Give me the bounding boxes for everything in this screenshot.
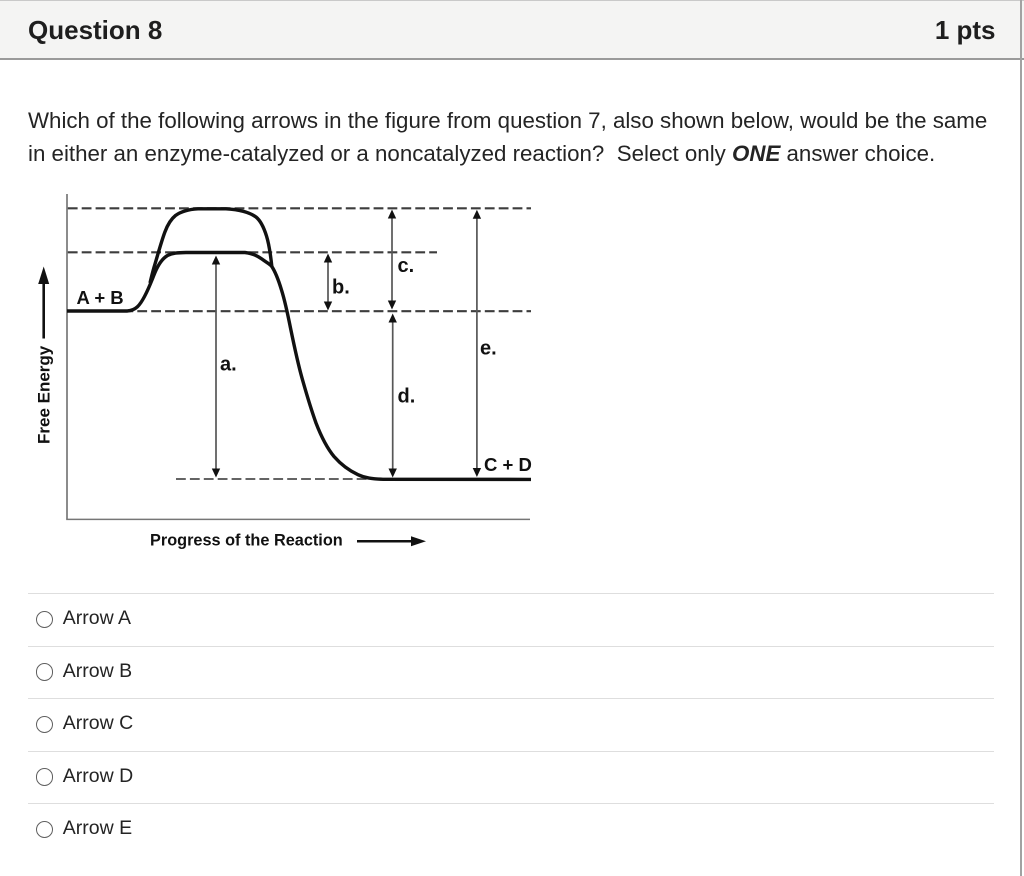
- svg-text:C + D: C + D: [484, 454, 532, 475]
- svg-text:b.: b.: [332, 277, 350, 299]
- svg-text:Progress of the Reaction: Progress of the Reaction: [150, 531, 343, 549]
- svg-text:A + B: A + B: [77, 287, 124, 308]
- svg-text:c.: c.: [398, 255, 415, 277]
- svg-text:e.: e.: [480, 338, 497, 360]
- svg-text:Free Energy: Free Energy: [35, 345, 54, 444]
- svg-text:a.: a.: [220, 354, 237, 376]
- svg-text:d.: d.: [398, 386, 416, 408]
